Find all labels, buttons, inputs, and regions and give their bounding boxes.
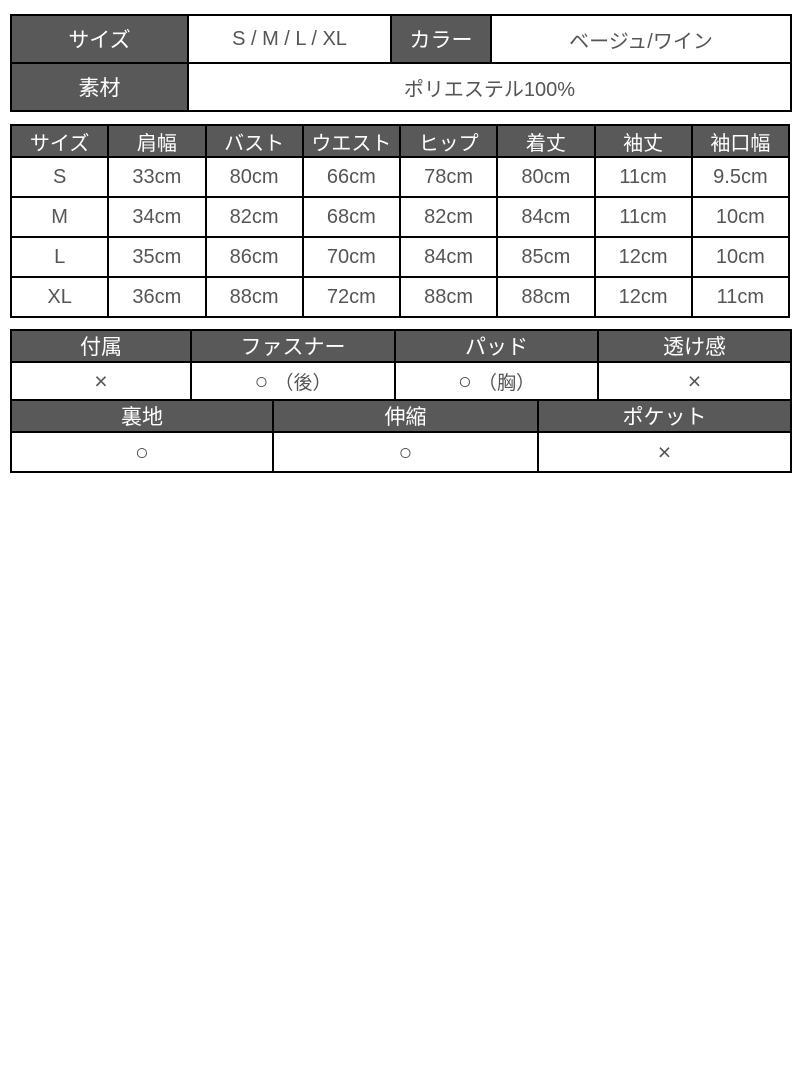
cell-shoulder: 36cm (107, 276, 207, 318)
cell-waist: 66cm (301, 156, 402, 198)
pocket-value: × (537, 431, 792, 473)
cell-bust: 82cm (204, 196, 304, 238)
lining-label: 裏地 (10, 399, 274, 433)
measurements-header-row: サイズ 肩幅 バスト ウエスト ヒップ 着丈 袖丈 袖口幅 (9, 124, 791, 158)
sheerness-value: × (597, 361, 792, 401)
stretch-value: ○ (272, 431, 539, 473)
cell-shoulder: 33cm (107, 156, 207, 198)
features-table-a: 付属 ファスナー パッド 透け感 × ○ （後） ○ （胸） × (10, 329, 792, 401)
col-header-bust: バスト (204, 124, 304, 158)
size-row-s: S 33cm 80cm 66cm 78cm 80cm 11cm 9.5cm (9, 156, 791, 198)
cell-cuff: 9.5cm (690, 156, 791, 198)
cell-cuff: 10cm (690, 196, 791, 238)
cell-sleeve: 11cm (593, 196, 693, 238)
cell-length: 84cm (496, 196, 596, 238)
yes-mark: ○ (398, 438, 413, 465)
cell-bust: 88cm (204, 276, 304, 318)
size-measurements-table: サイズ 肩幅 バスト ウエスト ヒップ 着丈 袖丈 袖口幅 S 33cm 80c… (9, 124, 791, 318)
cell-cuff: 11cm (690, 276, 791, 318)
features-b-header-row: 裏地 伸縮 ポケット (10, 399, 792, 433)
cell-hip: 88cm (398, 276, 499, 318)
stretch-label: 伸縮 (272, 399, 539, 433)
features-a-value-row: × ○ （後） ○ （胸） × (10, 361, 792, 401)
cell-bust: 80cm (204, 156, 304, 198)
cell-cuff: 10cm (690, 236, 791, 278)
product-info-table: サイズ S / M / L / XL カラー ベージュ/ワイン 素材 ポリエステ… (10, 14, 792, 112)
col-header-waist: ウエスト (301, 124, 402, 158)
cell-length: 88cm (496, 276, 596, 318)
pad-label: パッド (394, 329, 599, 363)
fastener-value: ○ （後） (190, 361, 396, 401)
yes-mark: ○ (458, 367, 472, 394)
features-table-b: 裏地 伸縮 ポケット ○ ○ × (10, 399, 792, 473)
cell-waist: 68cm (301, 196, 402, 238)
col-header-sleeve-length: 袖丈 (593, 124, 693, 158)
cell-sleeve: 11cm (593, 156, 693, 198)
product-spec-sheet: サイズ S / M / L / XL カラー ベージュ/ワイン 素材 ポリエステ… (0, 0, 800, 473)
col-header-hip: ヒップ (398, 124, 499, 158)
fastener-label: ファスナー (190, 329, 396, 363)
cell-shoulder: 34cm (107, 196, 207, 238)
lining-value: ○ (10, 431, 274, 473)
color-value: ベージュ/ワイン (490, 14, 792, 64)
col-header-size: サイズ (9, 124, 110, 158)
color-label: カラー (390, 14, 492, 64)
cell-sleeve: 12cm (593, 236, 693, 278)
features-a-header-row: 付属 ファスナー パッド 透け感 (10, 329, 792, 363)
cell-size: L (9, 236, 110, 278)
no-mark: × (657, 438, 672, 465)
size-row-l: L 35cm 86cm 70cm 84cm 85cm 12cm 10cm (9, 236, 791, 278)
material-label: 素材 (10, 62, 189, 112)
yes-mark: ○ (254, 367, 269, 394)
info-row-material: 素材 ポリエステル100% (10, 62, 792, 112)
sheerness-label: 透け感 (597, 329, 792, 363)
cell-hip: 84cm (398, 236, 499, 278)
features-b-value-row: ○ ○ × (10, 431, 792, 473)
size-row-m: M 34cm 82cm 68cm 82cm 84cm 11cm 10cm (9, 196, 791, 238)
material-value: ポリエステル100% (187, 62, 792, 112)
cell-length: 80cm (496, 156, 596, 198)
cell-hip: 78cm (398, 156, 499, 198)
cell-size: S (9, 156, 110, 198)
info-row-size-color: サイズ S / M / L / XL カラー ベージュ/ワイン (10, 14, 792, 64)
size-row-xl: XL 36cm 88cm 72cm 88cm 88cm 12cm 11cm (9, 276, 791, 318)
accessories-label: 付属 (10, 329, 192, 363)
cell-waist: 70cm (301, 236, 402, 278)
cell-waist: 72cm (301, 276, 402, 318)
pad-value: ○ （胸） (394, 361, 599, 401)
yes-mark: ○ (135, 438, 149, 465)
no-mark: × (687, 367, 702, 394)
pocket-label: ポケット (537, 399, 792, 433)
size-label: サイズ (10, 14, 189, 64)
cell-size: M (9, 196, 110, 238)
cell-size: XL (9, 276, 110, 318)
fastener-note: （後） (274, 372, 332, 394)
size-value: S / M / L / XL (187, 14, 392, 64)
cell-bust: 86cm (204, 236, 304, 278)
col-header-cuff-width: 袖口幅 (690, 124, 791, 158)
cell-sleeve: 12cm (593, 276, 693, 318)
no-mark: × (94, 367, 108, 394)
col-header-shoulder-width: 肩幅 (107, 124, 207, 158)
col-header-length: 着丈 (496, 124, 596, 158)
pad-note: （胸） (477, 372, 535, 394)
cell-shoulder: 35cm (107, 236, 207, 278)
cell-length: 85cm (496, 236, 596, 278)
accessories-value: × (10, 361, 192, 401)
cell-hip: 82cm (398, 196, 499, 238)
